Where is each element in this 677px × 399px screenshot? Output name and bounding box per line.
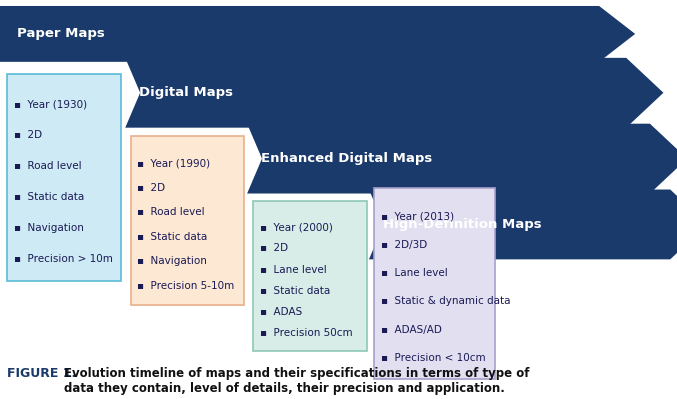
Text: ▪  Year (2000): ▪ Year (2000) bbox=[260, 222, 333, 232]
Text: Enhanced Digital Maps: Enhanced Digital Maps bbox=[261, 152, 432, 165]
Text: ▪  Navigation: ▪ Navigation bbox=[137, 256, 207, 266]
Text: Digital Maps: Digital Maps bbox=[139, 86, 233, 99]
Text: ▪  Year (1990): ▪ Year (1990) bbox=[137, 158, 211, 168]
Text: ▪  Navigation: ▪ Navigation bbox=[14, 223, 83, 233]
FancyBboxPatch shape bbox=[131, 136, 244, 305]
Text: ▪  Static data: ▪ Static data bbox=[137, 232, 208, 242]
Polygon shape bbox=[0, 6, 635, 62]
Text: FIGURE 1.: FIGURE 1. bbox=[7, 367, 76, 380]
Text: ▪  2D: ▪ 2D bbox=[14, 130, 42, 140]
FancyBboxPatch shape bbox=[374, 188, 495, 379]
Text: ▪  Static data: ▪ Static data bbox=[14, 192, 84, 202]
FancyBboxPatch shape bbox=[7, 74, 121, 281]
Text: High-Definition Maps: High-Definition Maps bbox=[383, 218, 541, 231]
Polygon shape bbox=[125, 58, 663, 128]
Text: ▪  2D: ▪ 2D bbox=[260, 243, 288, 253]
Text: ▪  Road level: ▪ Road level bbox=[14, 161, 81, 171]
Text: Paper Maps: Paper Maps bbox=[17, 28, 105, 40]
Text: ▪  Static data: ▪ Static data bbox=[260, 286, 330, 296]
Text: ▪  Year (2013): ▪ Year (2013) bbox=[381, 212, 454, 222]
Text: ▪  2D: ▪ 2D bbox=[137, 183, 166, 193]
Polygon shape bbox=[247, 124, 677, 194]
Text: ▪  ADAS: ▪ ADAS bbox=[260, 307, 302, 317]
FancyBboxPatch shape bbox=[253, 201, 367, 351]
Text: ▪  Static & dynamic data: ▪ Static & dynamic data bbox=[381, 296, 510, 306]
Polygon shape bbox=[369, 190, 677, 259]
Text: ▪  Lane level: ▪ Lane level bbox=[381, 268, 448, 278]
Text: ▪  Road level: ▪ Road level bbox=[137, 207, 205, 217]
Text: ▪  Lane level: ▪ Lane level bbox=[260, 265, 327, 275]
Text: Evolution timeline of maps and their specifications in terms of type of
data the: Evolution timeline of maps and their spe… bbox=[64, 367, 530, 395]
Text: ▪  ADAS/AD: ▪ ADAS/AD bbox=[381, 324, 442, 335]
Text: ▪  2D/3D: ▪ 2D/3D bbox=[381, 240, 427, 250]
Text: ▪  Precision < 10cm: ▪ Precision < 10cm bbox=[381, 353, 486, 363]
Text: ▪  Precision 50cm: ▪ Precision 50cm bbox=[260, 328, 353, 338]
Text: ▪  Year (1930): ▪ Year (1930) bbox=[14, 99, 87, 109]
Text: ▪  Precision > 10m: ▪ Precision > 10m bbox=[14, 254, 112, 264]
Text: ▪  Precision 5-10m: ▪ Precision 5-10m bbox=[137, 281, 235, 291]
